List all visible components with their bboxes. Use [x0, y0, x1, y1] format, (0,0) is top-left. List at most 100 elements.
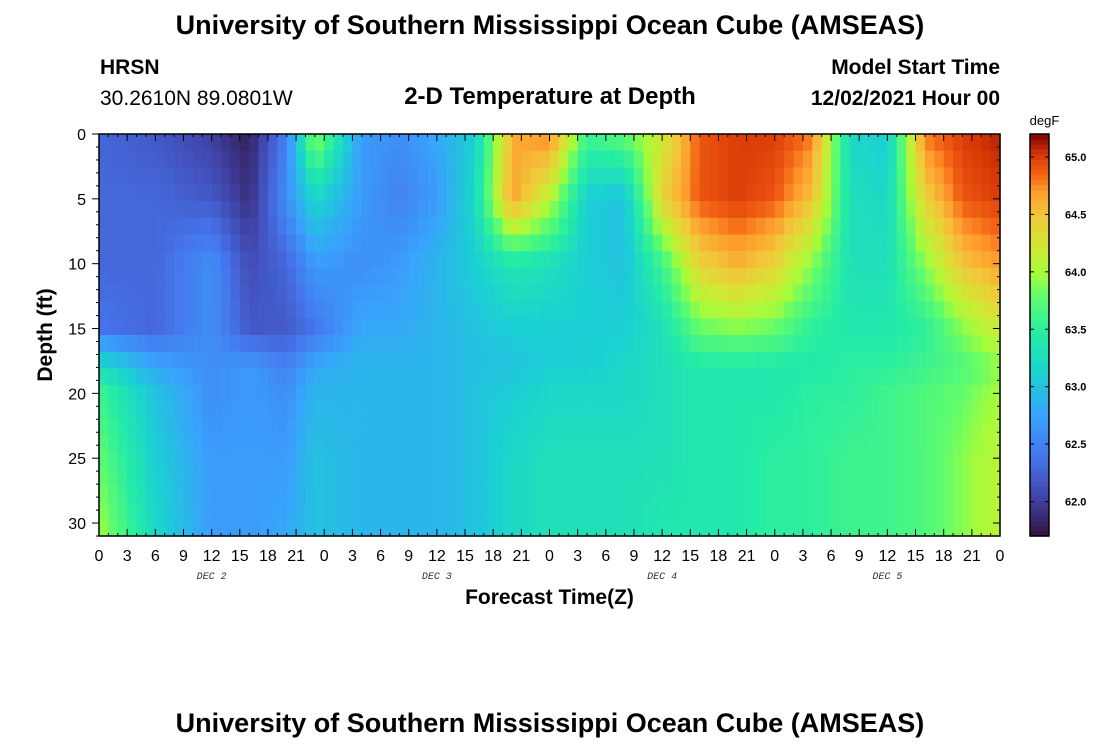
heatmap-cell [127, 519, 138, 537]
heatmap-cell [990, 251, 1001, 269]
heatmap-cell [108, 502, 119, 520]
heatmap-cell [521, 301, 532, 319]
heatmap-cell [596, 502, 607, 520]
heatmap-cell [784, 351, 795, 370]
heatmap-cell [192, 201, 203, 219]
heatmap-cell [746, 435, 757, 453]
heatmap-cell [371, 251, 382, 269]
heatmap-cell [174, 485, 185, 504]
heatmap-cell [737, 268, 748, 286]
heatmap-cell [202, 251, 213, 269]
heatmap-cell [643, 234, 654, 252]
heatmap-cell [784, 234, 795, 252]
heatmap-cell [774, 284, 785, 303]
heatmap-cell [558, 452, 569, 470]
heatmap-cell [277, 335, 288, 353]
heatmap-cell [643, 502, 654, 520]
heatmap-cell [718, 167, 729, 185]
heatmap-cell [671, 251, 682, 269]
heatmap-cell [174, 351, 185, 370]
heatmap-cell [192, 368, 203, 386]
heatmap-cell [812, 268, 823, 286]
heatmap-cell [408, 234, 419, 252]
heatmap-cell [446, 301, 457, 319]
heatmap-cell [943, 435, 954, 453]
heatmap-cell [831, 418, 842, 437]
heatmap-cell [127, 368, 138, 386]
heatmap-cell [699, 251, 710, 269]
heatmap-cell [380, 435, 391, 453]
heatmap-cell [343, 452, 354, 470]
heatmap-cell [877, 368, 888, 386]
heatmap-cell [718, 351, 729, 370]
date-label: DEC 3 [422, 572, 452, 583]
model-start-value: 12/02/2021 Hour 00 [810, 87, 1000, 110]
heatmap-cell [249, 201, 260, 219]
heatmap-cell [427, 134, 438, 152]
y-tick-label: 10 [68, 257, 86, 274]
heatmap-cell [380, 519, 391, 537]
heatmap-cell [953, 485, 964, 504]
heatmap-cell [511, 318, 522, 336]
heatmap-cell [699, 485, 710, 504]
heatmap-cell [859, 402, 870, 420]
heatmap-cell [549, 217, 560, 236]
heatmap-cell [436, 318, 447, 336]
heatmap-cell [333, 452, 344, 470]
heatmap-cell [568, 469, 579, 487]
heatmap-cell [802, 234, 813, 252]
heatmap-cell [192, 268, 203, 286]
heatmap-cell [755, 150, 766, 169]
heatmap-cell [474, 268, 485, 286]
heatmap-cell [127, 134, 138, 152]
heatmap-cell [849, 402, 860, 420]
heatmap-cell [221, 485, 231, 504]
heatmap-cell [221, 502, 231, 520]
heatmap-cell [784, 301, 795, 319]
heatmap-cell [802, 351, 813, 370]
heatmap-cell [680, 485, 691, 504]
heatmap-cell [202, 234, 213, 252]
heatmap-cell [211, 368, 222, 386]
colorbar-swatch [1030, 174, 1049, 180]
heatmap-cell [258, 134, 269, 152]
heatmap-cell [718, 251, 729, 269]
heatmap-cell [361, 268, 372, 286]
heatmap-cell [802, 418, 813, 437]
x-tick-label: 21 [963, 548, 981, 565]
heatmap-cell [502, 134, 513, 152]
heatmap-cell [868, 418, 879, 437]
heatmap-cell [540, 385, 551, 403]
heatmap-cell [117, 385, 128, 403]
heatmap-cell [192, 184, 203, 202]
heatmap-cell [277, 184, 288, 202]
heatmap-cell [877, 335, 888, 353]
heatmap-cell [727, 167, 738, 185]
heatmap-cell [436, 201, 447, 219]
heatmap-cell [906, 217, 917, 236]
heatmap-cell [671, 268, 682, 286]
heatmap-cell [418, 418, 429, 437]
heatmap-cell [183, 234, 194, 252]
heatmap-cell [211, 469, 222, 487]
heatmap-cell [380, 268, 391, 286]
heatmap-cell [971, 368, 982, 386]
heatmap-cell [211, 268, 222, 286]
heatmap-cell [943, 402, 954, 420]
heatmap-cell [709, 485, 720, 504]
heatmap-cell [774, 452, 785, 470]
heatmap-cell [821, 485, 832, 504]
heatmap-cell [465, 485, 476, 504]
heatmap-cell [662, 268, 673, 286]
heatmap-cell [596, 201, 607, 219]
colorbar-swatch [1030, 314, 1049, 321]
heatmap-cell [915, 284, 926, 303]
heatmap-cell [155, 268, 166, 286]
heatmap-cell [145, 201, 156, 219]
heatmap-cell [868, 217, 879, 236]
heatmap-cell [971, 318, 982, 336]
heatmap-cell [859, 418, 870, 437]
colorbar-swatch [1030, 244, 1049, 251]
heatmap-cell [971, 502, 982, 520]
heatmap-cell [680, 335, 691, 353]
